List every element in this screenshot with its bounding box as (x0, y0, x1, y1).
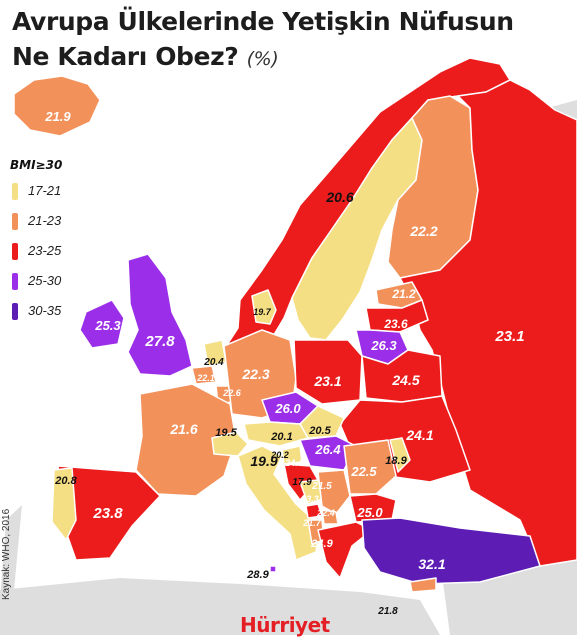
value-label-united-kingdom: 27.8 (144, 333, 175, 350)
country-bulgaria (349, 493, 397, 523)
legend-swatch (12, 273, 18, 290)
country-switzerland (211, 431, 249, 457)
country-belgium (191, 365, 217, 385)
country-cyprus (409, 577, 437, 593)
value-label-czechia: 26.0 (274, 401, 301, 416)
legend-label: 30-35 (28, 303, 62, 318)
legend: BMI≥30 17-21 21-23 23-25 25-30 30-35 (6, 158, 102, 329)
legend-label: 21-23 (28, 213, 62, 228)
legend-item: 21-23 (6, 209, 102, 239)
value-label-luxembourg: 22.6 (222, 388, 242, 398)
value-label-germany: 22.3 (241, 366, 269, 382)
legend-swatch (12, 183, 18, 200)
value-label-italy: 19.9 (250, 453, 277, 469)
value-label-france: 21.6 (169, 421, 197, 437)
country-montenegro (305, 503, 323, 519)
value-label-hungary: 26.4 (314, 442, 341, 457)
country-moldova (389, 437, 411, 473)
value-label-iceland: 21.9 (44, 109, 71, 124)
legend-label: 23-25 (28, 243, 62, 258)
value-label-estonia: 21.2 (391, 287, 416, 301)
legend-item: 23-25 (6, 239, 102, 269)
brand-logo: Hürriyet (240, 613, 330, 637)
value-label-belarus: 24.5 (391, 372, 419, 388)
value-label-montenegro: 23.3 (300, 494, 319, 504)
value-label-denmark: 19.7 (253, 307, 272, 317)
legend-swatch (12, 243, 18, 260)
value-label-bosnia: 17.9 (292, 477, 312, 488)
value-label-bulgaria: 25.0 (356, 505, 383, 520)
country-united-kingdom (127, 253, 193, 377)
value-label-austria: 20.1 (270, 431, 292, 443)
country-malta (269, 565, 277, 573)
value-label-slovakia: 20.5 (308, 425, 331, 437)
country-france (135, 383, 237, 497)
legend-title: BMI≥30 (10, 158, 63, 172)
value-label-lithuania: 26.3 (370, 338, 397, 353)
value-label-russia: 23.1 (494, 328, 524, 345)
value-label-greece: 24.9 (310, 538, 333, 550)
value-label-malta: 28.9 (246, 569, 269, 581)
legend-item: 25-30 (6, 269, 102, 299)
country-serbia (317, 469, 351, 515)
value-label-switzerland: 19.5 (215, 427, 237, 439)
legend-label: 25-30 (28, 273, 62, 288)
value-label-romania: 22.5 (350, 464, 377, 479)
country-slovenia (281, 445, 303, 465)
legend-label: 17-21 (28, 183, 62, 198)
value-label-cyprus: 21.8 (377, 606, 398, 617)
land-other (0, 578, 440, 635)
legend-item: 30-35 (6, 299, 102, 329)
value-label-croatia: 24.4 (284, 458, 303, 468)
value-label-albania: 21.7 (302, 518, 322, 528)
legend-item: 17-21 (6, 179, 102, 209)
value-label-serbia: 21.5 (311, 481, 332, 492)
value-label-turkey: 32.1 (418, 556, 445, 572)
value-label-kosovo: 22.4 (316, 508, 335, 518)
land-other (0, 505, 22, 600)
source-note: Kaynak: WHO, 2016 (1, 508, 12, 600)
country-kosovo (321, 509, 339, 525)
country-denmark (251, 289, 277, 325)
country-ireland (79, 299, 125, 349)
value-label-poland: 23.1 (313, 373, 341, 389)
value-label-spain: 23.8 (92, 505, 123, 522)
country-belarus (361, 349, 443, 403)
value-label-ukraine: 24.1 (405, 427, 433, 443)
country-poland (293, 339, 363, 405)
value-label-sweden: 20.6 (325, 189, 353, 205)
country-austria (243, 421, 309, 447)
legend-swatch (12, 303, 18, 320)
title-unit: (%) (246, 48, 279, 70)
value-label-belgium: 22.1 (196, 373, 215, 383)
page-title: Avrupa Ülkelerinde Yetişkin Nüfusun Ne K… (12, 4, 514, 77)
value-label-portugal: 20.8 (54, 475, 77, 487)
country-iceland (13, 75, 101, 137)
value-label-moldova: 18.9 (385, 455, 407, 467)
value-label-norway: 23.1 (249, 223, 277, 239)
value-label-latvia: 23.6 (383, 317, 408, 331)
country-greece (317, 521, 373, 579)
title-line-2: Ne Kadarı Obez? (12, 42, 239, 71)
value-label-netherlands: 20.4 (203, 357, 224, 368)
value-label-ireland: 25.3 (94, 318, 121, 333)
title-line-1: Avrupa Ülkelerinde Yetişkin Nüfusun (12, 7, 514, 36)
country-turkey (361, 517, 541, 585)
country-romania (343, 439, 397, 495)
legend-swatch (12, 213, 18, 230)
value-label-finland: 22.2 (409, 223, 437, 239)
value-label-slovenia: 20.2 (270, 450, 289, 460)
country-portugal (51, 467, 77, 541)
